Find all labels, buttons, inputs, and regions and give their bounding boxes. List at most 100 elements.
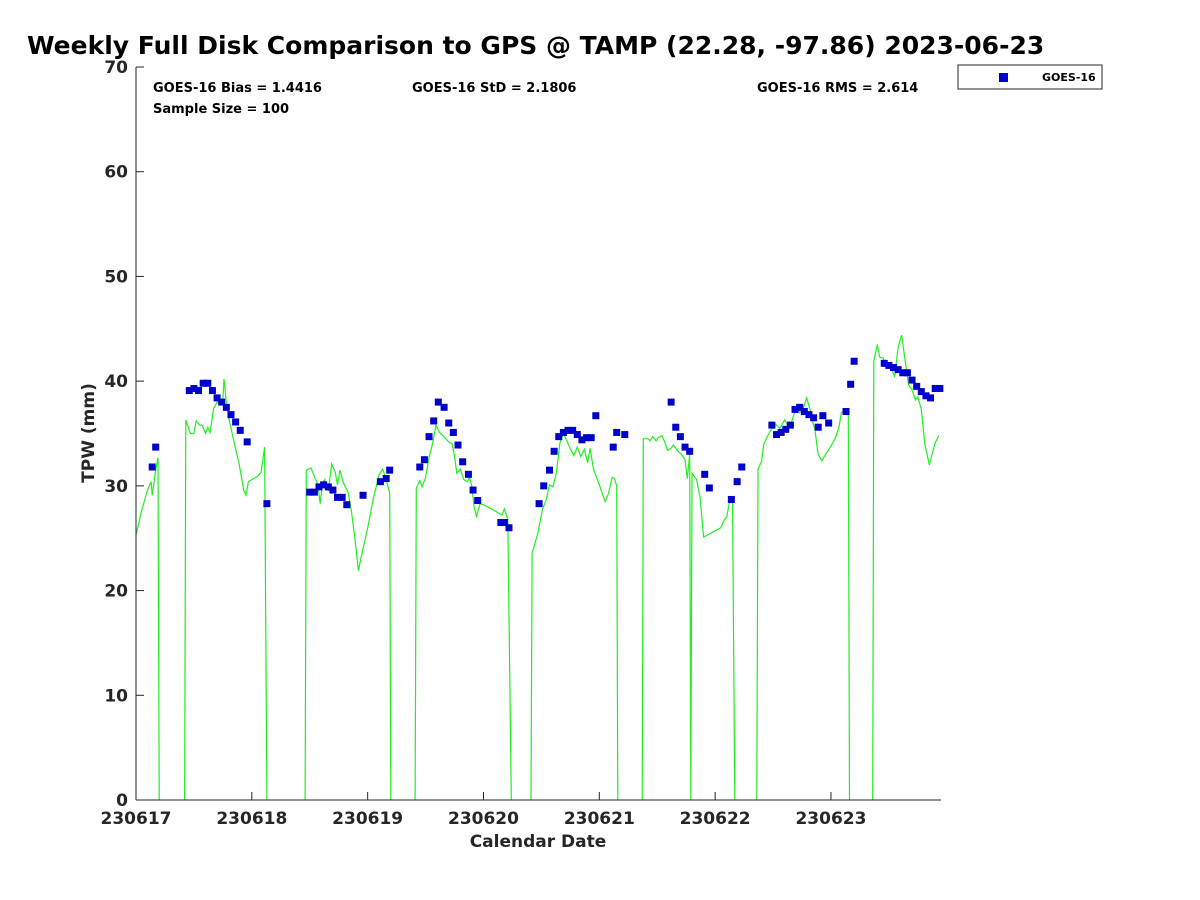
gps-line-segment	[414, 423, 512, 801]
goes-16-point	[847, 380, 855, 388]
goes-16-point	[768, 421, 776, 429]
goes-16-point	[208, 387, 216, 395]
goes-16-point	[782, 425, 790, 433]
goes-16-point	[564, 426, 572, 434]
goes-16-point	[329, 486, 337, 494]
goes-16-point	[464, 470, 472, 478]
goes-16-point	[218, 398, 226, 406]
goes-16-point	[236, 426, 244, 434]
goes-16-point	[686, 447, 694, 455]
goes-16-point	[425, 433, 433, 441]
x-tick-label: 230619	[332, 809, 403, 829]
x-tick-label: 230621	[564, 809, 635, 829]
goes-16-point	[420, 456, 428, 464]
x-tick-label: 230617	[101, 809, 172, 829]
x-axis-label: Calendar Date	[470, 832, 607, 852]
goes-16-point	[931, 384, 939, 392]
axes-frame	[136, 67, 941, 800]
gps-line-segment	[530, 431, 619, 801]
goes-16-point	[903, 369, 911, 377]
goes-16-point	[320, 481, 328, 489]
goes-16-point	[894, 366, 902, 374]
goes-16-point	[569, 426, 577, 434]
goes-16-point	[310, 488, 318, 496]
goes-16-point	[825, 419, 833, 427]
y-tick-label: 70	[104, 58, 128, 78]
goes-16-point	[786, 421, 794, 429]
goes-16-point	[733, 478, 741, 486]
goes-16-point	[152, 443, 160, 451]
goes-16-point	[777, 428, 785, 436]
goes-16-point	[459, 458, 467, 466]
goes-16-point	[500, 519, 508, 527]
goes-16-point	[573, 431, 581, 439]
goes-16-point	[430, 417, 438, 425]
goes-16-point	[334, 493, 342, 501]
legend-box	[957, 64, 1103, 90]
goes-16-point	[469, 486, 477, 494]
goes-16-point	[204, 379, 212, 387]
y-tick-label: 50	[104, 267, 128, 287]
goes-16-point	[343, 501, 351, 509]
stat-rms: GOES-16 RMS = 2.614	[757, 81, 918, 96]
goes-16-point	[885, 361, 893, 369]
gps-line-segment	[756, 395, 851, 801]
legend-marker	[999, 73, 1008, 82]
x-tick-label: 230620	[448, 809, 519, 829]
goes-16-point	[913, 382, 921, 390]
goes-16-point	[880, 359, 888, 367]
x-tick-label: 230618	[216, 809, 287, 829]
goes-16-point	[315, 483, 323, 491]
goes-16-point	[376, 478, 384, 486]
goes-16-point	[681, 443, 689, 451]
goes-16-point	[185, 387, 193, 395]
goes-16-point	[667, 398, 675, 406]
legend-label: GOES-16	[1042, 71, 1096, 84]
goes-16-point	[738, 463, 746, 471]
y-tick-label: 20	[104, 582, 128, 602]
goes-16-point	[899, 369, 907, 377]
goes-16-point	[474, 497, 482, 505]
y-tick-label: 40	[104, 372, 128, 392]
goes-16-point	[800, 408, 808, 416]
goes-16-point	[936, 384, 944, 392]
goes-16-point	[890, 364, 898, 372]
x-tick-label: 230623	[795, 809, 866, 829]
goes-16-point	[386, 466, 394, 474]
goes-16-point	[701, 470, 709, 478]
goes-16-point	[449, 428, 457, 436]
goes-16-point	[819, 412, 827, 420]
goes-16-point	[505, 524, 513, 532]
goes-16-point	[773, 431, 781, 439]
gps-line-segment	[641, 434, 736, 801]
goes-16-point	[199, 379, 207, 387]
goes-16-point	[440, 403, 448, 411]
legend: GOES-16	[957, 64, 1103, 90]
goes-16-point	[222, 403, 230, 411]
goes-16-point	[445, 419, 453, 427]
goes-16-point	[621, 431, 629, 439]
x-axis-ticks: 230617 230618 230619 230620 230621 230622 2306…	[101, 792, 866, 829]
goes-16-point	[842, 408, 850, 416]
y-tick-label: 10	[104, 686, 128, 706]
y-tick-label: 60	[104, 163, 128, 183]
goes-16-point	[578, 436, 586, 444]
goes-16-point	[727, 495, 735, 503]
goes-16-point	[676, 433, 684, 441]
goes-16-point	[540, 482, 548, 490]
goes-16-point	[613, 428, 621, 436]
y-axis-label: TPW (mm)	[79, 383, 99, 483]
y-tick-label: 30	[104, 477, 128, 497]
goes-16-point	[810, 414, 818, 422]
goes-16-point	[535, 500, 543, 508]
goes-16-point	[705, 484, 713, 492]
stat-bias: GOES-16 Bias = 1.4416	[153, 81, 322, 96]
goes-16-point	[672, 423, 680, 431]
goes-16-point	[190, 384, 198, 392]
goes-16-point	[306, 488, 314, 496]
goes-16-point	[583, 434, 591, 442]
goes-16-point	[213, 394, 221, 402]
goes-16-point	[148, 463, 156, 471]
goes-16-point	[434, 398, 442, 406]
